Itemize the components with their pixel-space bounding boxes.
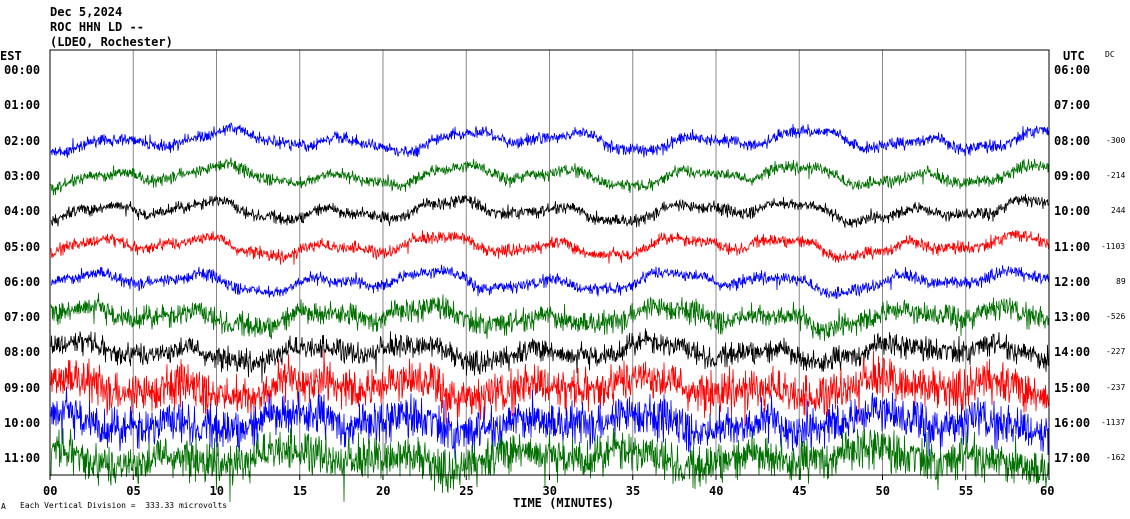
dc-offset-label: -1137 [1101, 418, 1126, 427]
est-hour-label: 06:00 [4, 274, 41, 289]
utc-hour-label: 06:00 [1054, 63, 1091, 77]
utc-hour-label: 14:00 [1054, 345, 1091, 360]
trace-0900 [50, 349, 1049, 427]
x-tick-label: 00 [43, 484, 58, 498]
utc-hour-label: 15:00 [1054, 380, 1091, 395]
x-tick-label: 40 [709, 484, 724, 498]
x-tick-label: 05 [126, 484, 141, 498]
utc-hour-label: 09:00 [1054, 168, 1091, 183]
dc-offset-label: -1103 [1101, 241, 1126, 251]
trace-0700 [50, 292, 1049, 342]
utc-hour-label: 16:00 [1054, 416, 1091, 430]
utc-hour-label: 12:00 [1054, 274, 1091, 289]
dc-offset-label: -526 [1106, 312, 1126, 322]
trace-group [50, 122, 1049, 503]
dc-offset-label: 89 [1116, 276, 1126, 286]
trace-1100 [50, 427, 1049, 503]
x-tick-label: 25 [459, 484, 474, 498]
dc-offset-label: 244 [1111, 206, 1126, 216]
est-hour-label: 08:00 [4, 345, 41, 360]
dc-offset-label: -227 [1106, 347, 1126, 357]
est-hour-label: 11:00 [4, 451, 41, 466]
plot-frame [49, 49, 1050, 476]
trace-0800 [50, 328, 1049, 384]
est-hour-label: 04:00 [4, 204, 41, 219]
x-tick-label: 55 [958, 484, 974, 498]
dc-offset-label: -237 [1106, 382, 1126, 392]
trace-0300 [50, 157, 1049, 196]
utc-hour-label: 17:00 [1054, 451, 1091, 466]
chart-date: Dec 5,2024 [50, 5, 123, 19]
right-timezone-label: UTC [1063, 49, 1085, 63]
trace-0200 [50, 122, 1049, 159]
trace-1000 [50, 386, 1049, 460]
est-hour-label: 09:00 [4, 380, 41, 395]
x-tick-label: 15 [292, 484, 308, 498]
footer-mark: A [1, 502, 6, 511]
dc-header: DC [1105, 50, 1115, 59]
est-hour-label: 05:00 [4, 239, 41, 254]
utc-hour-label: 08:00 [1054, 133, 1091, 148]
scale-note: Each Vertical Division = 333.33 microvol… [20, 501, 228, 510]
est-hour-label: 00:00 [4, 63, 41, 77]
x-tick-label: 35 [625, 484, 641, 498]
utc-hour-label: 11:00 [1054, 239, 1091, 254]
trace-0400 [50, 193, 1049, 228]
dc-offset-label: -162 [1106, 453, 1126, 463]
utc-hour-label: 10:00 [1054, 204, 1091, 219]
x-tick-label: 10 [209, 484, 224, 498]
dc-offset-label: -214 [1106, 170, 1126, 180]
dc-offset-label: -300 [1106, 135, 1126, 145]
est-hour-label: 10:00 [4, 416, 41, 430]
station-network: (LDEO, Rochester) [50, 35, 173, 49]
est-hour-label: 02:00 [4, 133, 41, 148]
x-tick-label: 20 [376, 484, 391, 498]
x-tick-label: 60 [1040, 484, 1055, 498]
utc-hour-label: 07:00 [1054, 98, 1091, 113]
trace-0600 [50, 264, 1049, 300]
est-hour-label: 07:00 [4, 310, 41, 325]
left-timezone-label: EST [0, 49, 22, 63]
x-tick-label: 45 [792, 484, 807, 498]
station-code: ROC HHN LD -- [50, 20, 144, 34]
x-axis-title: TIME (MINUTES) [513, 496, 615, 510]
utc-hour-label: 13:00 [1054, 310, 1091, 325]
est-hour-label: 03:00 [4, 168, 41, 183]
est-hour-label: 01:00 [4, 98, 41, 113]
x-tick-label: 50 [875, 484, 890, 498]
x-tick-label: 30 [542, 484, 557, 498]
trace-0500 [50, 230, 1049, 265]
